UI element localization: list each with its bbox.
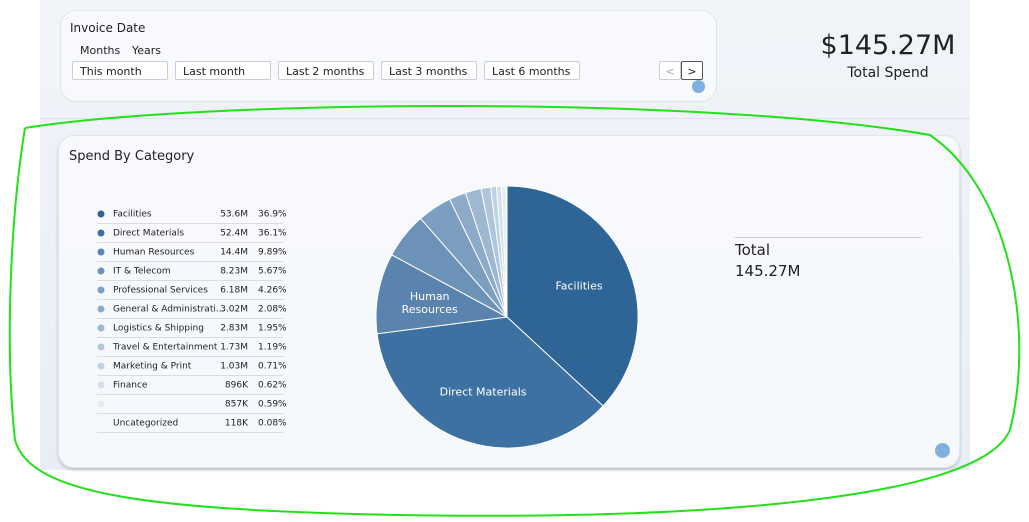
range-button[interactable]: Last 3 months: [381, 61, 477, 80]
legend-percent: 36.9%: [258, 210, 287, 220]
legend-name: Marketing & Print: [113, 362, 192, 372]
legend-name: Human Resources: [113, 248, 195, 258]
slice-label: Facilities: [555, 279, 603, 293]
legend-value: 896K: [225, 381, 249, 391]
filter-title: Invoice Date: [70, 21, 146, 35]
legend-name: Uncategorized: [113, 419, 178, 429]
legend-swatch: [97, 381, 105, 389]
legend-swatch: [97, 210, 105, 218]
legend-name: General & Administrati...: [113, 305, 224, 315]
tab[interactable]: Months: [80, 44, 121, 57]
legend-percent: 2.08%: [258, 305, 287, 315]
legend-swatch: [97, 286, 105, 294]
legend-swatch: [97, 229, 105, 237]
legend-name: Finance: [113, 381, 148, 391]
legend-percent: 0.62%: [258, 381, 287, 391]
divider: [40, 118, 970, 119]
legend-percent: 0.71%: [258, 362, 287, 372]
prev-button[interactable]: <: [659, 61, 681, 80]
legend-value: 1.73M: [220, 343, 248, 353]
legend-value: 2.83M: [220, 324, 248, 334]
tab[interactable]: Years: [132, 44, 162, 57]
legend-value: 8.23M: [220, 267, 248, 277]
legend-value: 14.4M: [220, 248, 248, 258]
legend-value: 857K: [225, 400, 249, 410]
legend-value: 52.4M: [220, 229, 248, 239]
legend-name: Direct Materials: [113, 229, 184, 239]
legend-percent: 5.67%: [258, 267, 287, 277]
annotation-circle: [8, 105, 1021, 517]
filter-icon[interactable]: [935, 443, 950, 458]
legend-swatch: [97, 343, 105, 351]
legend-percent: 0.08%: [258, 419, 287, 429]
range-button[interactable]: Last 2 months: [278, 61, 374, 80]
legend-percent: 1.95%: [258, 324, 287, 334]
kpi-label: Total Spend: [847, 65, 929, 81]
legend-value: 1.03M: [220, 362, 248, 372]
legend-percent: 4.26%: [258, 286, 287, 296]
legend-percent: 0.59%: [258, 400, 287, 410]
range-button[interactable]: Last 6 months: [484, 61, 580, 80]
filter-card: [60, 10, 717, 102]
legend-percent: 1.19%: [258, 343, 287, 353]
total-rule: [735, 237, 921, 238]
slice-label: Direct Materials: [439, 385, 527, 399]
chart-title: Spend By Category: [69, 149, 195, 164]
legend-name: Facilities: [113, 210, 152, 220]
legend-swatch: [97, 324, 105, 332]
legend-name: Travel & Entertainment: [112, 343, 218, 353]
total-label: Total: [735, 241, 771, 259]
legend-name: Logistics & Shipping: [113, 324, 204, 334]
legend-swatch: [97, 400, 105, 408]
filter-icon[interactable]: [692, 80, 705, 93]
legend-swatch: [97, 267, 105, 275]
kpi-value: $145.27M: [820, 30, 956, 61]
pie-slice: [506, 185, 639, 407]
next-button[interactable]: >: [681, 61, 703, 80]
pie-slice: [375, 254, 509, 335]
legend-value: 118K: [225, 419, 249, 429]
total-value: 145.27M: [735, 262, 801, 280]
range-button[interactable]: This month: [72, 61, 168, 80]
range-button[interactable]: Last month: [175, 61, 271, 80]
legend-swatch: [97, 362, 105, 370]
legend-name: Professional Services: [113, 286, 208, 296]
legend-value: 6.18M: [220, 286, 248, 296]
legend-name: IT & Telecom: [113, 267, 171, 277]
legend-percent: 9.89%: [258, 248, 287, 258]
legend-percent: 36.1%: [258, 229, 287, 239]
pie-slice: [376, 316, 604, 449]
slice-label: Human Resources: [401, 289, 458, 316]
legend-swatch: [97, 419, 105, 427]
legend-value: 53.6M: [220, 210, 248, 220]
legend-swatch: [97, 305, 105, 313]
legend-swatch: [97, 248, 105, 256]
legend-value: 3.02M: [220, 305, 248, 315]
pie-slice: [505, 185, 508, 318]
